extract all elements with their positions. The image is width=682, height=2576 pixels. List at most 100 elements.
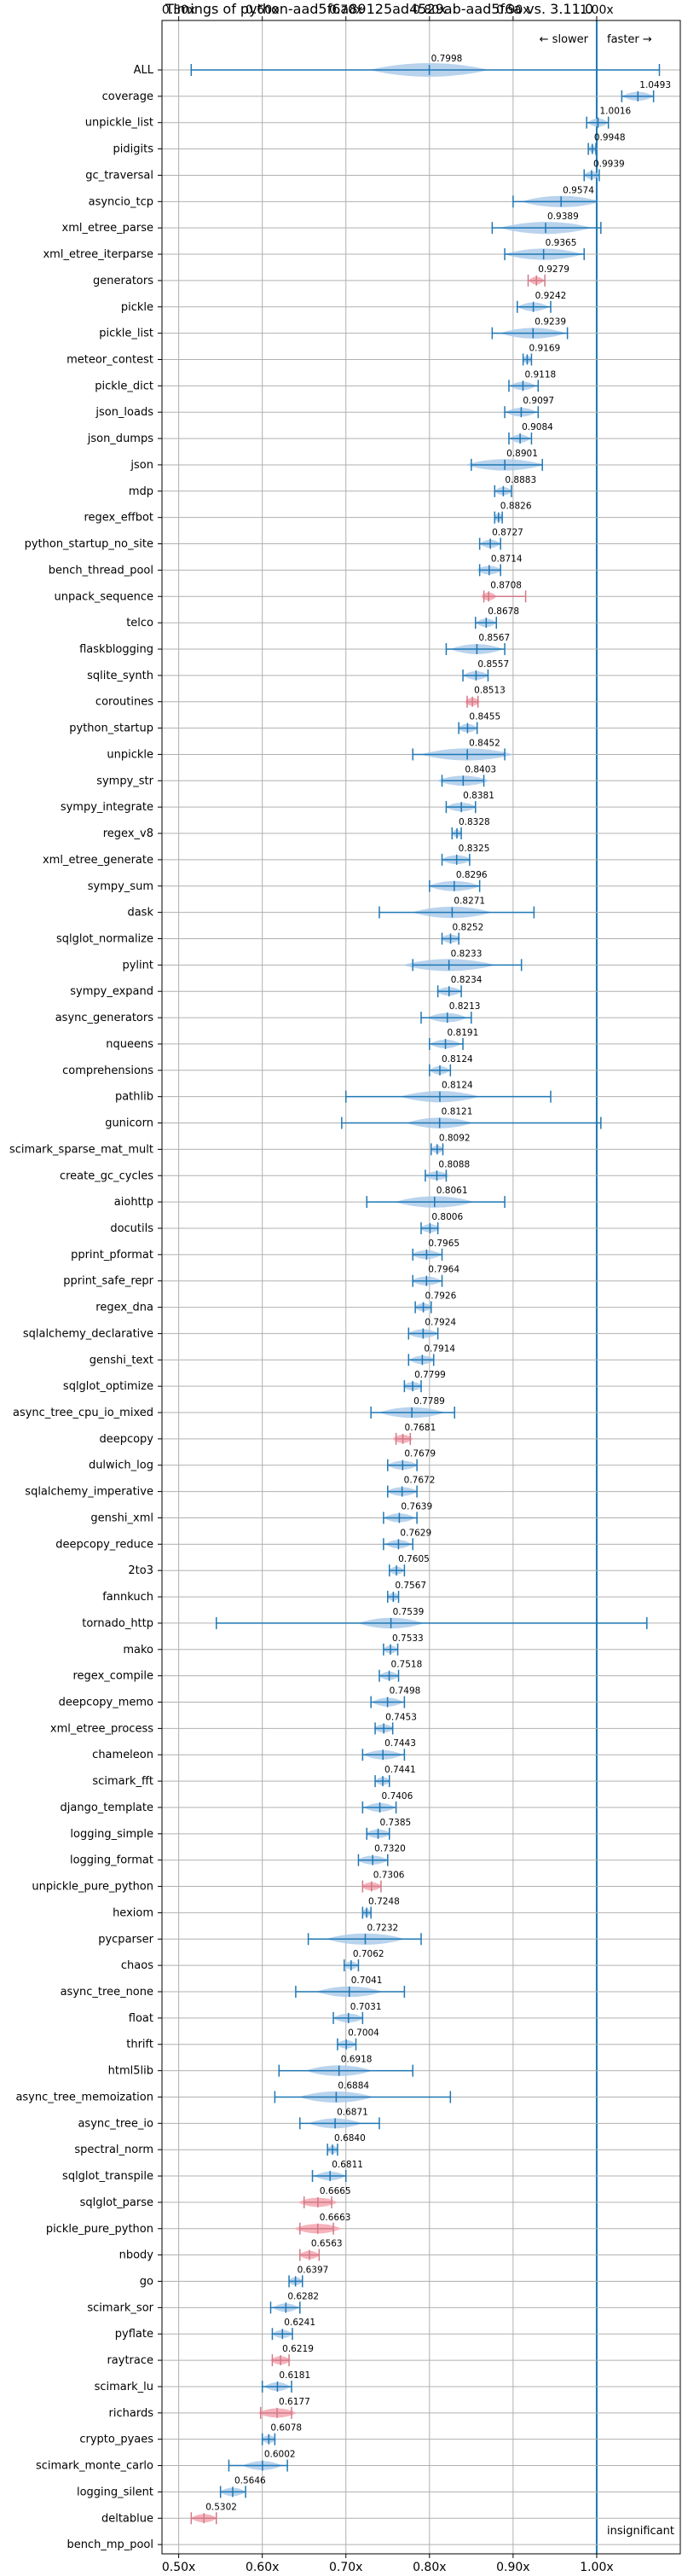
value-label: 0.6665: [320, 2186, 351, 2196]
benchmark-label: pprint_pformat: [71, 1249, 153, 1262]
plot-frame: [161, 20, 681, 2555]
benchmark-label: xml_etree_generate: [43, 854, 153, 867]
value-label: 0.8234: [451, 975, 483, 985]
benchmark-label: pickle_list: [99, 328, 153, 340]
x-tick-label-bottom: 1.00x: [580, 2561, 613, 2574]
benchmark-label: deepcopy_memo: [59, 1697, 153, 1709]
value-label: 0.8121: [442, 1107, 473, 1117]
benchmark-label: regex_dna: [95, 1302, 153, 1314]
benchmark-label: sqlalchemy_imperative: [25, 1486, 153, 1499]
value-label: 0.8006: [431, 1212, 463, 1222]
value-label: 0.6282: [287, 2291, 319, 2301]
benchmark-label: unpickle_pure_python: [32, 1881, 153, 1894]
value-label: 0.7799: [414, 1370, 446, 1380]
benchmark-label: json: [130, 459, 153, 472]
value-label: 0.8092: [439, 1133, 471, 1143]
benchmark-label: coroutines: [95, 696, 153, 709]
x-tick-label-bottom: 0.70x: [329, 2561, 362, 2574]
benchmark-label: hexiom: [113, 1906, 153, 1919]
benchmark-label: fannkuch: [102, 1591, 153, 1604]
value-label: 0.9389: [547, 212, 579, 222]
benchmark-label: django_template: [61, 1801, 153, 1814]
faster-label: faster →: [607, 33, 652, 46]
benchmark-label: nqueens: [106, 1038, 153, 1051]
benchmark-label: generators: [93, 275, 153, 287]
benchmark-label: scimark_sparse_mat_mult: [9, 1143, 153, 1156]
benchmark-label: scimark_sor: [87, 2301, 153, 2314]
benchmark-label: docutils: [110, 1222, 153, 1235]
benchmark-label: flaskblogging: [79, 643, 153, 656]
marks-layer: [190, 63, 661, 2525]
x-tick-label-top: 0.50x: [162, 3, 195, 17]
value-label: 0.7964: [428, 1265, 459, 1275]
value-label: 0.8557: [477, 659, 509, 670]
value-label: 0.7320: [374, 1844, 406, 1854]
benchmark-label: genshi_xml: [90, 1511, 153, 1524]
value-label: 0.9574: [563, 185, 594, 195]
benchmark-label: comprehensions: [62, 1065, 153, 1077]
benchmark-label: telco: [126, 617, 153, 629]
value-label: 0.8381: [463, 791, 494, 801]
x-tick-label-top: 0.90x: [496, 3, 529, 17]
benchmark-label: regex_effbot: [84, 512, 153, 525]
benchmark-label: json_dumps: [87, 432, 153, 445]
value-label: 0.8271: [454, 896, 485, 907]
value-label: 0.8714: [491, 554, 523, 564]
value-label: 0.7924: [425, 1317, 456, 1327]
benchmark-label: dulwich_log: [89, 1459, 153, 1472]
value-label: 0.7639: [401, 1501, 432, 1511]
value-label: 0.6884: [338, 2080, 369, 2091]
benchmark-label: chaos: [121, 1959, 153, 1972]
benchmark-label: ALL: [134, 64, 154, 77]
value-label: 0.8191: [448, 1028, 479, 1038]
value-label: 0.9097: [523, 396, 554, 406]
benchmark-label: spectral_norm: [74, 2144, 153, 2156]
value-label: 0.8452: [469, 738, 500, 748]
value-label: 0.7672: [404, 1476, 436, 1486]
value-label: 0.5646: [234, 2475, 266, 2486]
value-label: 0.6078: [270, 2423, 302, 2434]
benchmark-label: 2to3: [128, 1564, 153, 1577]
benchmark-label: sqlalchemy_declarative: [23, 1327, 153, 1340]
x-tick-label-bottom: 0.50x: [162, 2561, 195, 2574]
benchmark-label: pycparser: [98, 1933, 153, 1946]
benchmark-label: pylint: [122, 959, 153, 972]
value-label: 0.8252: [453, 922, 484, 932]
benchmark-label: dask: [127, 907, 153, 920]
value-label: 0.8727: [492, 528, 523, 538]
benchmark-label: unpickle_list: [85, 117, 153, 130]
value-label: 0.7498: [390, 1686, 421, 1697]
benchmark-label: deepcopy: [99, 1433, 153, 1446]
value-label: 0.9279: [538, 264, 569, 275]
slower-label: ← slower: [540, 33, 589, 46]
value-label: 1.0016: [600, 107, 632, 117]
value-label: 0.9242: [535, 291, 567, 301]
value-label: 0.7681: [405, 1423, 436, 1433]
chart-title: Timings of python-aad5f6a89125ad4529ab-a…: [165, 1, 593, 17]
benchmark-label: bench_thread_pool: [49, 564, 153, 577]
benchmark-label: pickle: [121, 301, 153, 314]
benchmark-label: sympy_str: [96, 775, 153, 787]
benchmark-label: pidigits: [113, 143, 154, 156]
value-label: 1.0493: [639, 80, 671, 90]
value-label: 0.6840: [334, 2133, 366, 2144]
value-label: 0.7914: [424, 1343, 455, 1354]
value-label: 0.6663: [320, 2213, 351, 2223]
benchmark-label: sqlite_synth: [87, 670, 153, 682]
value-label: 0.8567: [478, 633, 510, 643]
benchmark-label: async_tree_none: [61, 1986, 153, 1999]
x-tick-label-top: 0.70x: [329, 3, 362, 17]
benchmark-label: aiohttp: [114, 1196, 153, 1209]
benchmark-label: pprint_safe_repr: [63, 1275, 153, 1288]
benchmark-label: pickle_pure_python: [46, 2223, 153, 2236]
value-label: 0.6177: [279, 2397, 310, 2407]
benchmark-label: mdp: [129, 485, 153, 498]
value-label: 0.7567: [395, 1581, 426, 1591]
benchmark-label: float: [129, 2012, 153, 2025]
value-label: 0.6871: [337, 2107, 368, 2117]
benchmark-label: async_tree_memoization: [15, 2091, 153, 2103]
benchmark-label: thrift: [126, 2039, 153, 2051]
benchmark-label: tornado_http: [82, 1617, 153, 1630]
benchmark-label: sympy_expand: [70, 985, 153, 998]
